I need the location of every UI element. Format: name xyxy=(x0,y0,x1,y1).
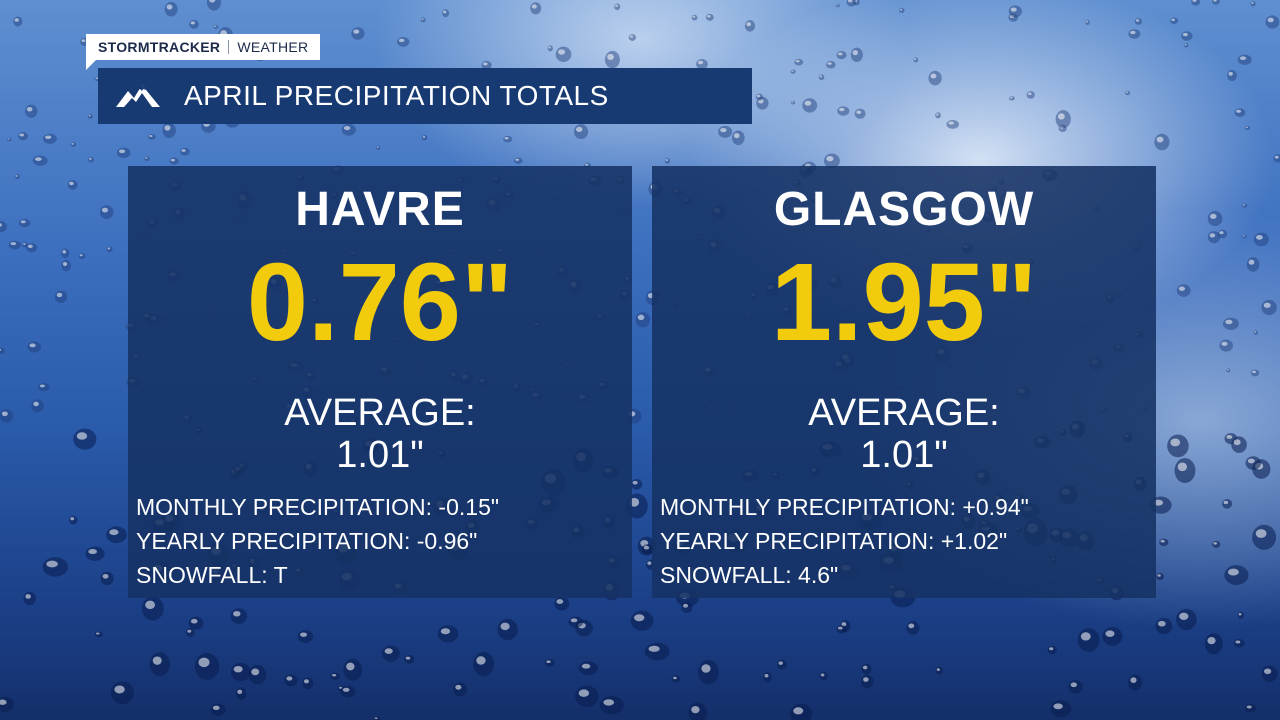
average-label: AVERAGE: xyxy=(284,392,476,434)
monthly-precipitation: MONTHLY PRECIPITATION: +0.94" xyxy=(660,494,1029,520)
snowfall: SNOWFALL: T xyxy=(136,562,288,588)
city-card-glasgow: GLASGOW 1.95" AVERAGE: 1.01" MONTHLY PRE… xyxy=(652,166,1156,598)
brand-divider xyxy=(228,40,230,54)
yearly-precipitation: YEARLY PRECIPITATION: -0.96" xyxy=(136,528,478,554)
stats-list: MONTHLY PRECIPITATION: +0.94" YEARLY PRE… xyxy=(660,490,1029,592)
average-value: 1.01" xyxy=(336,434,424,476)
yearly-precipitation: YEARLY PRECIPITATION: +1.02" xyxy=(660,528,1008,554)
average-value: 1.01" xyxy=(860,434,948,476)
monthly-precipitation: MONTHLY PRECIPITATION: -0.15" xyxy=(136,494,500,520)
brand-section: WEATHER xyxy=(237,39,309,55)
page-title: APRIL PRECIPITATION TOTALS xyxy=(184,80,609,111)
brand-tag-tail xyxy=(86,60,96,70)
mountain-logo-icon xyxy=(108,68,168,124)
average-label: AVERAGE: xyxy=(808,392,1000,434)
title-bar: APRIL PRECIPITATION TOTALS xyxy=(98,68,752,124)
stats-list: MONTHLY PRECIPITATION: -0.15" YEARLY PRE… xyxy=(136,490,499,592)
brand-tag: STORMTRACKER WEATHER xyxy=(86,34,321,60)
brand-name: STORMTRACKER xyxy=(98,39,221,55)
city-name: GLASGOW xyxy=(773,183,1035,236)
city-name: HAVRE xyxy=(295,183,465,236)
precipitation-total: 0.76" xyxy=(246,241,514,364)
city-card-havre: HAVRE 0.76" AVERAGE: 1.01" MONTHLY PRECI… xyxy=(128,166,632,598)
snowfall: SNOWFALL: 4.6" xyxy=(660,562,839,588)
precipitation-total: 1.95" xyxy=(770,241,1038,364)
